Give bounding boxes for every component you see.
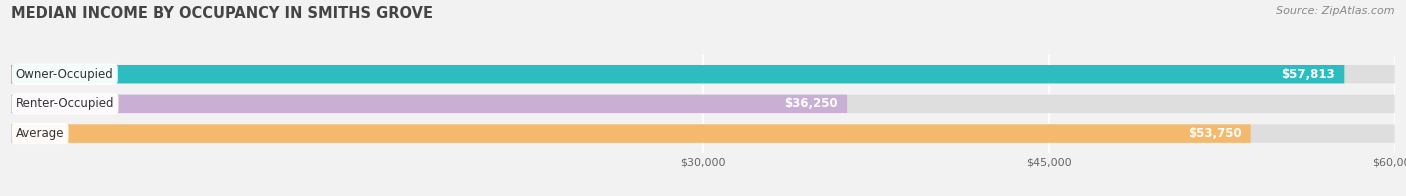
Text: $53,750: $53,750	[1188, 127, 1241, 140]
Text: Source: ZipAtlas.com: Source: ZipAtlas.com	[1277, 6, 1395, 16]
FancyBboxPatch shape	[11, 124, 1395, 143]
FancyBboxPatch shape	[11, 95, 846, 113]
FancyBboxPatch shape	[11, 95, 1395, 113]
FancyBboxPatch shape	[11, 124, 1251, 143]
FancyBboxPatch shape	[11, 65, 1344, 83]
Text: Renter-Occupied: Renter-Occupied	[15, 97, 114, 110]
Text: $36,250: $36,250	[785, 97, 838, 110]
Text: Owner-Occupied: Owner-Occupied	[15, 68, 114, 81]
Text: MEDIAN INCOME BY OCCUPANCY IN SMITHS GROVE: MEDIAN INCOME BY OCCUPANCY IN SMITHS GRO…	[11, 6, 433, 21]
Text: $57,813: $57,813	[1281, 68, 1336, 81]
Text: Average: Average	[15, 127, 65, 140]
FancyBboxPatch shape	[11, 65, 1395, 83]
